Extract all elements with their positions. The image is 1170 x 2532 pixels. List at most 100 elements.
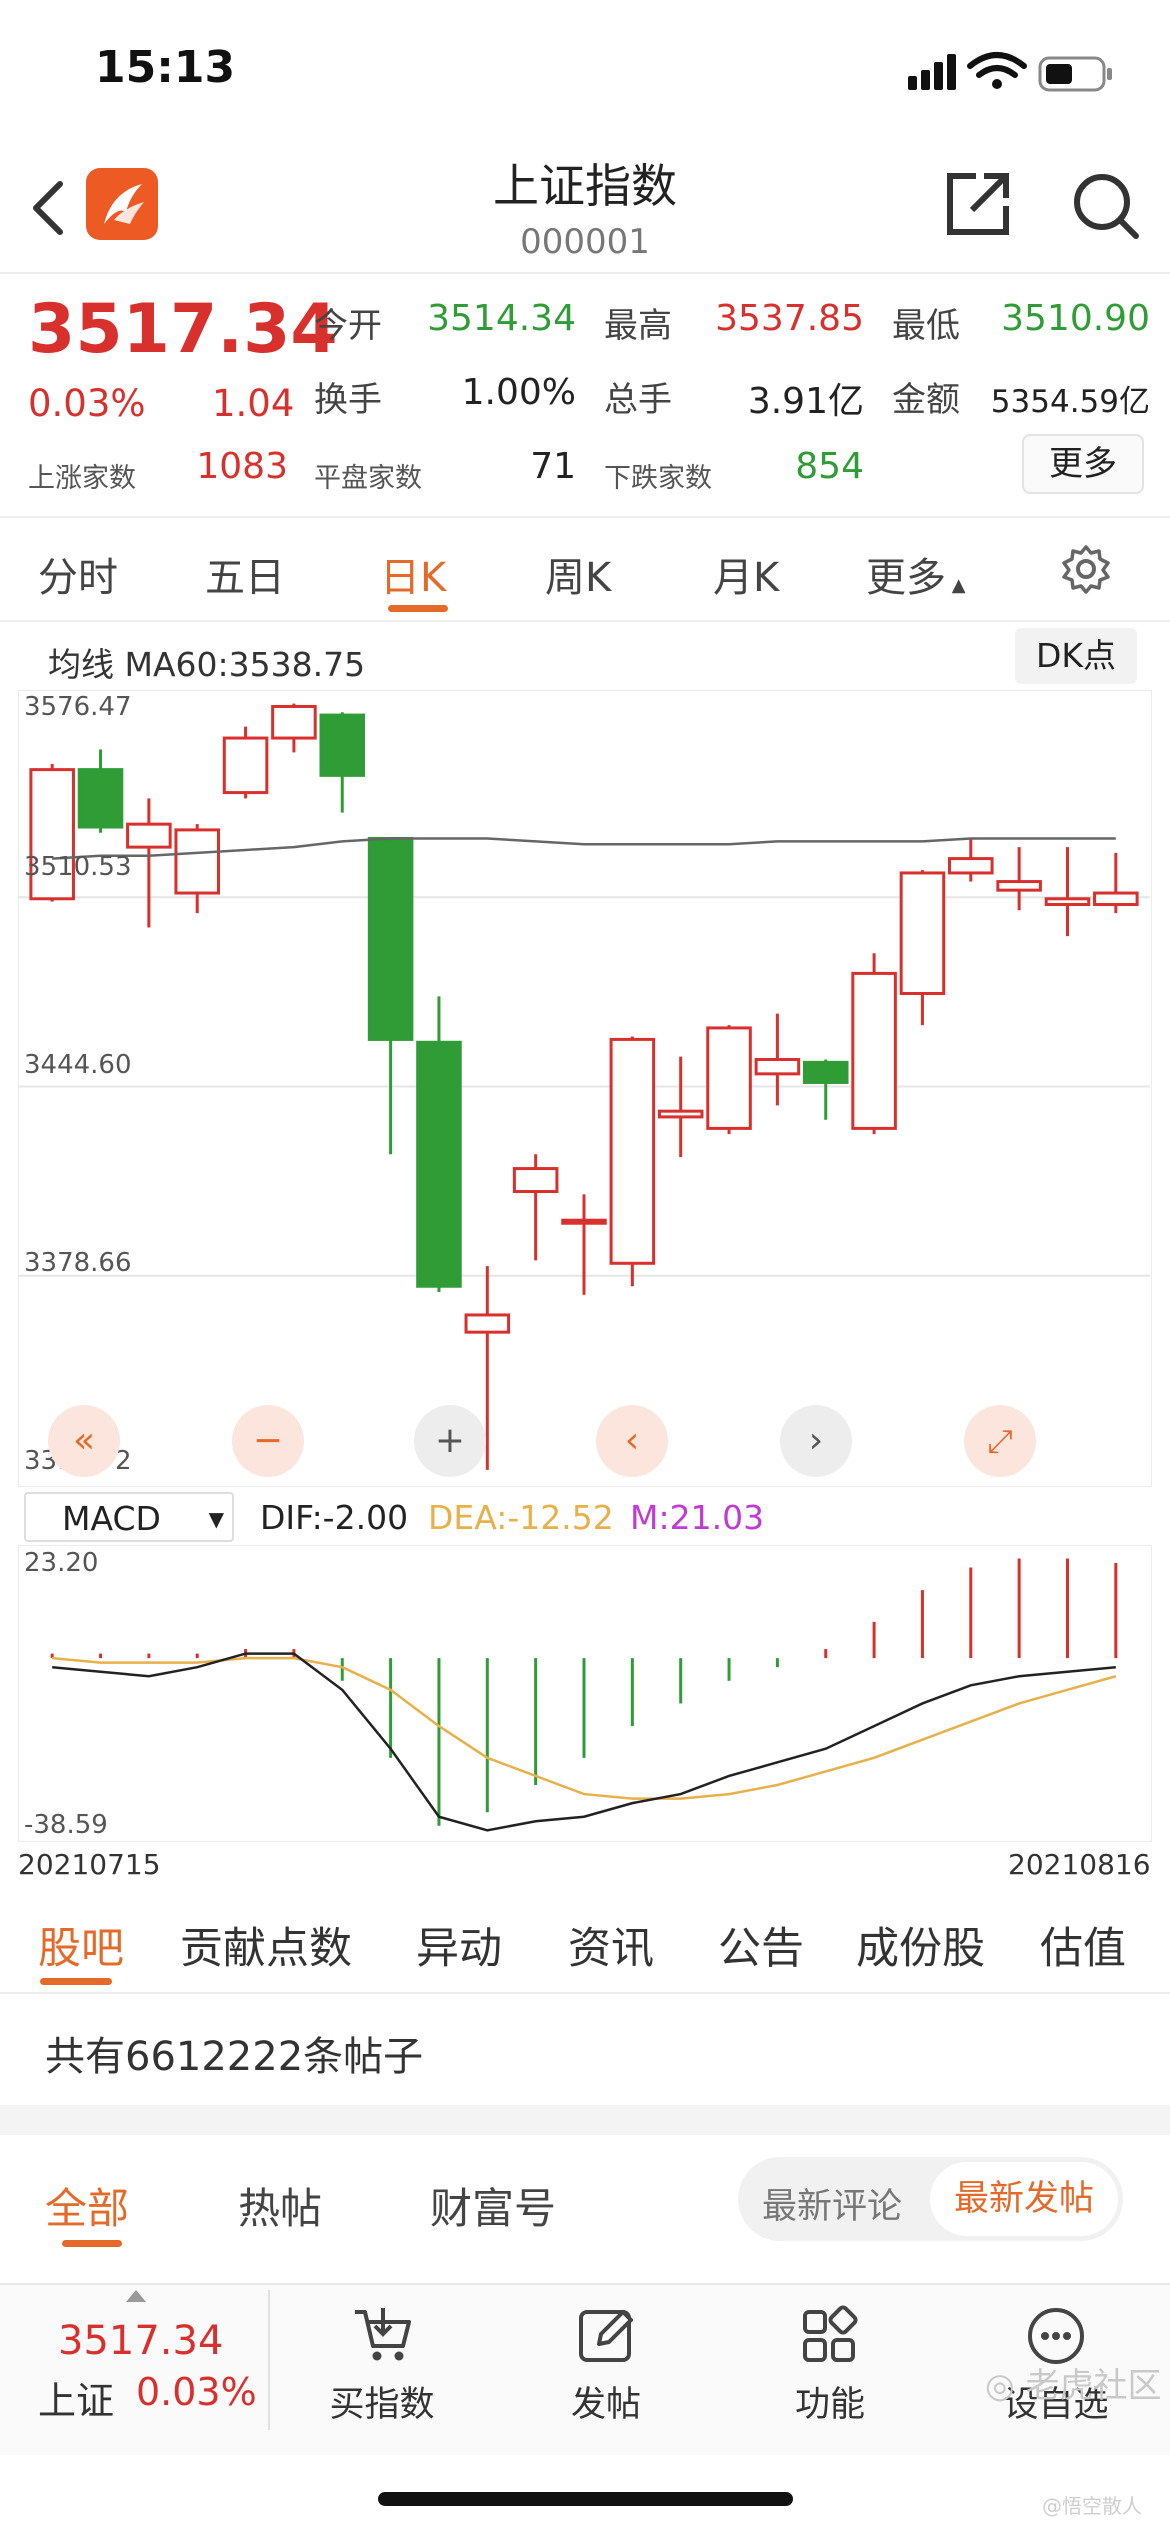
apps-icon xyxy=(803,2305,858,2362)
candle-body xyxy=(657,1109,704,1119)
flat-count-label: 平盘家数 xyxy=(314,463,422,494)
edit-icon xyxy=(579,2310,633,2362)
y-tick-label: 3576.47 xyxy=(24,692,132,722)
tabs-divider xyxy=(0,620,1170,622)
watermark: ◎ 老虎社区 xyxy=(985,2358,1161,2407)
kline-chart-frame xyxy=(18,690,1152,1487)
status-time: 15:13 xyxy=(95,42,236,93)
bottom-separator xyxy=(268,2290,270,2430)
open-value: 3514.34 xyxy=(427,298,576,339)
stock-code: 000001 xyxy=(520,222,650,262)
expand-up-icon[interactable] xyxy=(126,2290,146,2302)
change-percent: 0.03% xyxy=(28,382,146,425)
turnover-label: 换手 xyxy=(314,380,382,420)
tab-more[interactable]: 更多 ▲ xyxy=(866,545,966,603)
zoom-in-button[interactable]: + xyxy=(414,1405,486,1477)
scroll-left-button[interactable]: ‹ xyxy=(596,1405,668,1477)
ma-label: 均线 xyxy=(48,645,114,684)
section-separator xyxy=(0,2105,1170,2135)
candle-body xyxy=(948,857,994,875)
tabs-divider xyxy=(0,1992,1170,1994)
tab-monthly-k[interactable]: 月K xyxy=(713,555,780,601)
caret-down-icon: ▲ xyxy=(946,575,966,596)
up-count-label: 上涨家数 xyxy=(28,463,136,494)
quote-divider xyxy=(0,516,1170,518)
buy-index-button[interactable]: 买指数 xyxy=(302,2300,462,2427)
battery-icon xyxy=(1038,56,1112,92)
volume-value: 3.91亿 xyxy=(747,381,864,422)
buy-index-label: 买指数 xyxy=(329,2385,435,2425)
down-count: 854 xyxy=(795,446,864,487)
gear-icon[interactable] xyxy=(1060,543,1112,595)
tab-valuation[interactable]: 估值 xyxy=(1040,1924,1126,1974)
dk-point-button[interactable]: DK点 xyxy=(1015,628,1137,684)
low-label: 最低 xyxy=(892,306,960,346)
feed-tab-hot[interactable]: 热帖 xyxy=(238,2184,323,2233)
scroll-right-button[interactable]: › xyxy=(780,1405,852,1477)
volume-label: 总手 xyxy=(604,380,672,420)
tab-weekly-k[interactable]: 周K xyxy=(545,555,612,601)
watermark-author: @悟空散人 xyxy=(1042,2494,1142,2518)
tab-movement[interactable]: 异动 xyxy=(416,1924,502,1974)
functions-button[interactable]: 功能 xyxy=(750,2300,910,2427)
tab-news[interactable]: 资讯 xyxy=(568,1924,654,1974)
tab-constituents[interactable]: 成份股 xyxy=(856,1924,985,1974)
dropdown-caret-icon: ▼ xyxy=(208,1507,224,1531)
high-value: 3537.85 xyxy=(715,298,864,339)
fullscreen-icon[interactable]: ⤢ xyxy=(964,1405,1036,1477)
indicator-select[interactable]: MACD ▼ xyxy=(24,1492,234,1542)
feed-active-indicator xyxy=(62,2240,122,2247)
search-icon[interactable] xyxy=(1070,170,1142,242)
tab-intraday[interactable]: 分时 xyxy=(38,555,118,601)
tab-contribution[interactable]: 贡献点数 xyxy=(180,1924,352,1974)
high-label: 最高 xyxy=(604,306,672,346)
dif-line xyxy=(52,1652,1116,1832)
signal-icon xyxy=(908,54,956,90)
y-tick-label: 3444.60 xyxy=(24,1050,132,1080)
sort-latest-post[interactable]: 最新发帖 xyxy=(930,2162,1118,2236)
bottom-change-pct: 0.03% xyxy=(136,2370,257,2414)
ma-indicator: 均线 MA60:3538.75 xyxy=(48,638,365,686)
candle-body xyxy=(561,1218,607,1225)
up-count: 1083 xyxy=(196,446,288,487)
scroll-start-button[interactable]: « xyxy=(48,1405,120,1477)
tab-announcement[interactable]: 公告 xyxy=(718,1924,804,1974)
active-tab-indicator xyxy=(40,1978,112,1985)
feed-tab-fortune[interactable]: 财富号 xyxy=(430,2184,557,2233)
chevron-left-icon[interactable] xyxy=(28,178,68,238)
candle-body xyxy=(706,1026,752,1130)
feed-tab-all[interactable]: 全部 xyxy=(45,2184,130,2233)
share-icon[interactable] xyxy=(942,168,1014,240)
post-button[interactable]: 发帖 xyxy=(526,2300,686,2427)
bottom-index-name: 上证 xyxy=(38,2379,115,2423)
macd-y-tick-label: 23.20 xyxy=(24,1548,99,1578)
tab-daily-k[interactable]: 日K xyxy=(380,555,447,601)
candle-body xyxy=(899,871,946,995)
more-dots-icon xyxy=(1028,2308,1084,2364)
add-watchlist-button[interactable]: 设自选 xyxy=(976,2300,1136,2427)
candle-body xyxy=(271,704,317,740)
ma60-line xyxy=(52,837,1116,860)
wifi-icon xyxy=(967,52,1027,78)
active-tab-indicator xyxy=(388,605,448,612)
bottom-price[interactable]: 3517.34 xyxy=(58,2318,224,2364)
candle-body xyxy=(77,768,124,829)
candle-body xyxy=(29,768,75,901)
candle-body xyxy=(416,1040,462,1288)
sort-latest-comment[interactable]: 最新评论 xyxy=(762,2187,903,2227)
tab-guba[interactable]: 股吧 xyxy=(38,1924,124,1974)
candle-body xyxy=(222,736,269,795)
dea-value: DEA:-12.52 xyxy=(428,1498,614,1537)
candle-body xyxy=(802,1060,849,1084)
more-quote-button[interactable]: 更多 xyxy=(1022,434,1144,494)
status-icons xyxy=(908,52,1112,92)
macd-chart[interactable] xyxy=(18,1545,1150,1840)
tab-five-day[interactable]: 五日 xyxy=(205,555,285,601)
candle-body xyxy=(609,1037,656,1265)
kline-chart[interactable] xyxy=(18,690,1150,1485)
candle-body xyxy=(126,822,172,849)
current-price: 3517.34 xyxy=(28,290,338,369)
low-value: 3510.90 xyxy=(1001,298,1150,339)
zoom-out-button[interactable]: − xyxy=(232,1405,304,1477)
macd-chart-frame xyxy=(18,1545,1152,1842)
